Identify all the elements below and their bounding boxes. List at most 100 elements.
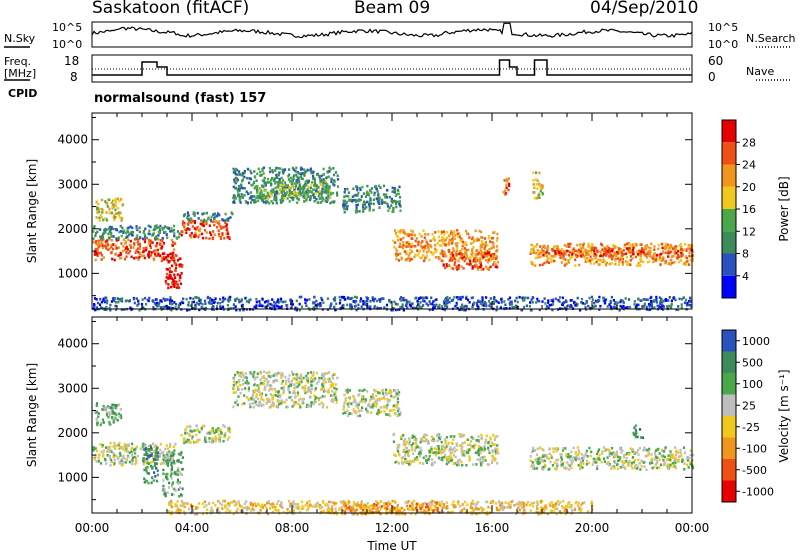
power-cell xyxy=(171,302,174,306)
velocity-cell xyxy=(407,454,410,457)
velocity-cell xyxy=(154,449,157,452)
power-cell xyxy=(298,302,301,306)
velocity-cell xyxy=(309,404,313,408)
power-cell xyxy=(369,299,372,303)
velocity-cell xyxy=(145,450,148,454)
velocity-cell xyxy=(410,443,413,447)
power-cell xyxy=(126,248,129,251)
velocity-cell xyxy=(253,383,256,387)
velocity-cell xyxy=(235,380,238,384)
power-cell xyxy=(135,249,138,252)
power-cell xyxy=(170,227,173,230)
velocity-cell xyxy=(282,390,285,393)
power-cell xyxy=(171,307,174,310)
power-cell xyxy=(650,304,653,307)
velocity-cell xyxy=(492,433,495,437)
velocity-cell xyxy=(423,433,426,436)
velocity-cell xyxy=(390,394,393,398)
power-cell xyxy=(282,169,285,173)
power-cell xyxy=(231,212,234,216)
power-cell xyxy=(132,231,135,234)
velocity-cell xyxy=(480,433,483,437)
velocity-cell xyxy=(479,446,482,450)
power-cell xyxy=(226,230,229,234)
power-cell xyxy=(227,296,230,300)
power-cell xyxy=(422,229,425,232)
velocity-cell xyxy=(203,440,206,444)
velocity-cell xyxy=(355,401,358,405)
velocity-cell xyxy=(144,447,147,450)
velocity-cell xyxy=(235,399,239,403)
power-cell xyxy=(356,199,359,203)
power-cell xyxy=(552,303,555,306)
power-cell xyxy=(227,217,230,220)
power-cell xyxy=(639,299,642,302)
power-cell xyxy=(606,305,609,308)
power-cell xyxy=(108,230,111,233)
velocity-cell xyxy=(179,453,182,456)
velocity-cell xyxy=(543,455,546,459)
power-cell xyxy=(157,252,160,255)
power-cell xyxy=(359,188,362,192)
power-cell xyxy=(410,245,413,249)
velocity-cell xyxy=(393,389,397,393)
velocity-cell xyxy=(275,379,278,382)
power-cell xyxy=(123,229,126,233)
power-cell xyxy=(476,248,479,252)
power-cell xyxy=(394,194,397,197)
power-cell xyxy=(161,228,164,231)
power-cell xyxy=(315,173,319,176)
power-cell xyxy=(383,306,386,309)
velocity-cell xyxy=(474,443,477,447)
power-cell xyxy=(628,305,632,309)
velocity-cell xyxy=(494,449,497,453)
power-cell xyxy=(486,249,489,253)
velocity-cell xyxy=(473,446,476,450)
power-cell xyxy=(354,301,357,304)
velocity-cell xyxy=(259,392,262,395)
power-cell xyxy=(356,188,359,192)
velocity-cell xyxy=(290,399,293,402)
velocity-cell xyxy=(299,397,302,401)
velocity-cell xyxy=(455,448,458,452)
power-cell xyxy=(178,279,181,282)
power-cell xyxy=(262,166,265,170)
velocity-cell xyxy=(95,410,98,414)
power-cell xyxy=(121,226,124,230)
power-cell xyxy=(591,243,594,246)
power-cell xyxy=(618,249,621,252)
power-cell xyxy=(459,298,462,301)
power-cell xyxy=(563,251,566,255)
velocity-cell xyxy=(274,394,277,397)
power-cell xyxy=(488,249,491,253)
velocity-cell xyxy=(150,481,153,485)
power-cell xyxy=(319,304,322,307)
power-cell xyxy=(306,188,309,191)
velocity-cell xyxy=(130,448,133,451)
power-cell xyxy=(503,300,506,303)
power-cell xyxy=(680,306,683,309)
nave-tick-top: 60 xyxy=(708,54,724,68)
velocity-cell xyxy=(287,377,290,381)
velocity-cell xyxy=(317,380,320,383)
power-cell xyxy=(477,299,480,303)
nsearch-tick-top: 10^5 xyxy=(708,21,739,34)
velocity-cell xyxy=(286,405,289,409)
power-cell xyxy=(482,267,485,271)
power-cell xyxy=(108,225,111,229)
power-cell xyxy=(99,214,102,217)
power-cell xyxy=(536,297,539,301)
power-cell xyxy=(496,248,499,252)
power-cell xyxy=(329,304,332,308)
velocity-cell xyxy=(366,390,369,393)
power-cell xyxy=(506,180,509,183)
power-cell xyxy=(508,307,511,310)
velocity-cell xyxy=(108,411,111,414)
power-cell xyxy=(460,308,463,311)
velocity-cell xyxy=(383,395,386,398)
velocity-cell xyxy=(444,441,447,445)
power-cell xyxy=(177,286,180,289)
power-cell xyxy=(190,221,193,224)
power-cell xyxy=(271,169,274,172)
velocity-cell xyxy=(125,457,128,461)
